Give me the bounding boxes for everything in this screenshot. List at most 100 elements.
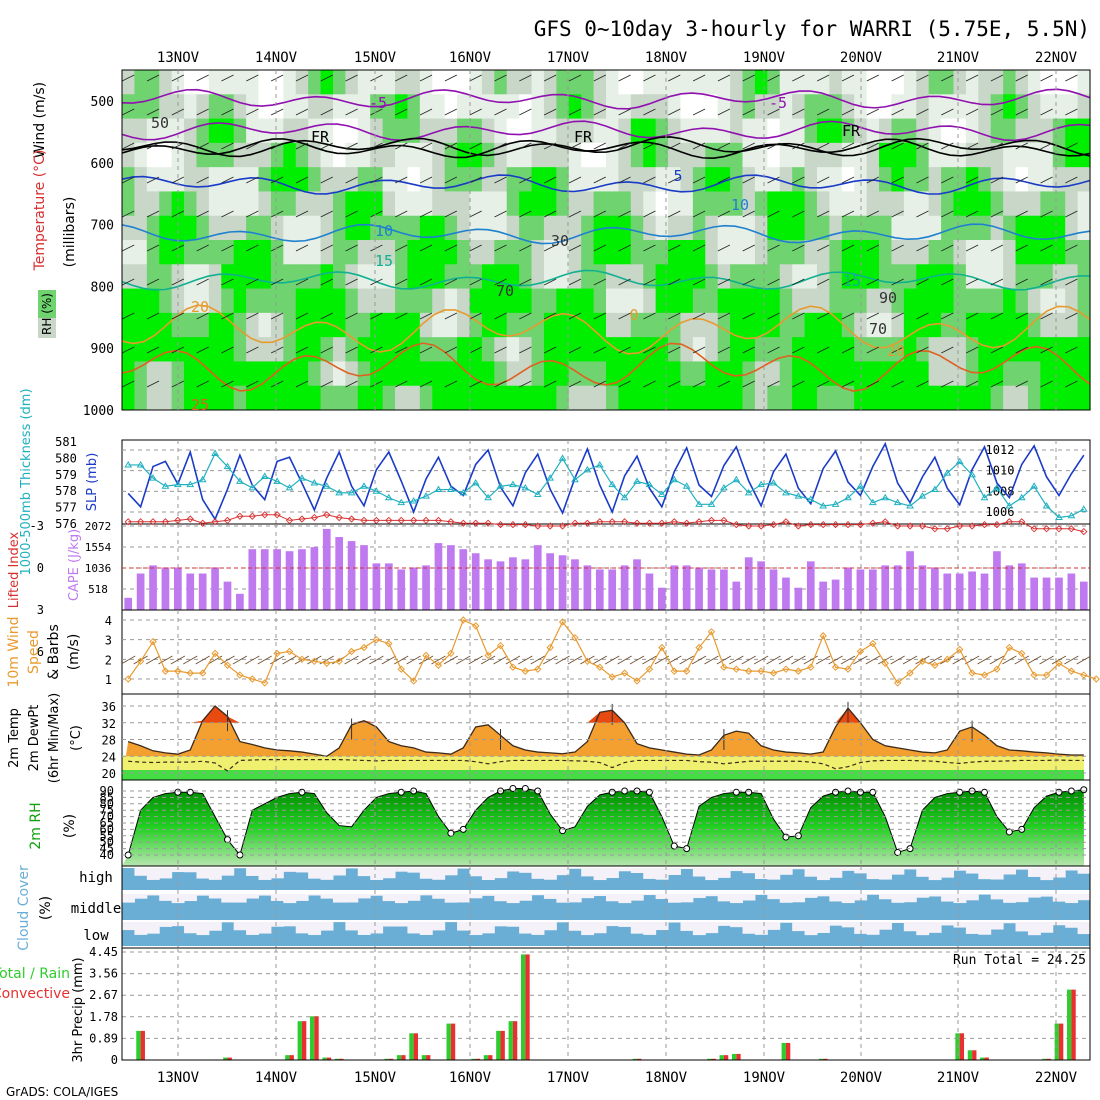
rh-cell — [246, 240, 260, 265]
rh-cell — [208, 118, 222, 144]
cloud-gap — [506, 894, 520, 904]
cloud-gap — [270, 868, 284, 879]
low-temp-band — [122, 770, 1084, 780]
rh-cell — [258, 142, 272, 168]
rh-cell — [407, 264, 421, 290]
rh-cell — [1052, 167, 1066, 193]
rh-cell — [928, 94, 942, 120]
rh-cell — [792, 240, 806, 265]
rh-cell — [258, 361, 272, 387]
cloud-gap — [618, 868, 632, 872]
precip-total-bar — [483, 1055, 489, 1060]
rh-cell — [928, 288, 942, 314]
rh-cell — [444, 191, 458, 217]
wind-barb — [568, 176, 582, 184]
precip-tick-label: 1.78 — [89, 1010, 118, 1024]
cloud-gap — [593, 868, 607, 881]
cloud-gap — [767, 922, 781, 930]
rh-cell — [779, 191, 793, 217]
rh-cell — [295, 70, 309, 95]
wind-barb — [643, 210, 656, 218]
wind-barb — [444, 210, 458, 218]
isotherm-label: FR — [842, 122, 861, 140]
wind-barb — [990, 244, 1004, 252]
wind-barb — [394, 655, 409, 665]
rh-cell — [680, 167, 694, 193]
wind-speed-point — [124, 675, 132, 683]
cloud-gap — [258, 922, 272, 934]
wind-barb — [419, 210, 433, 218]
wind-barb — [519, 176, 532, 184]
wind-speed-point — [372, 635, 381, 644]
rh-cell — [680, 361, 694, 387]
pressure-tick-label: 700 — [91, 219, 114, 234]
wind-barb — [866, 210, 879, 218]
precip-convective-bar — [525, 954, 530, 1060]
wind-barb — [742, 210, 755, 218]
rh-cell — [854, 191, 868, 217]
rh-cell — [593, 312, 607, 338]
rh-cell — [891, 118, 905, 144]
rh-cell — [655, 312, 669, 338]
lifted-index-point — [136, 518, 145, 526]
rh-cell — [382, 94, 396, 120]
rh-cell — [941, 385, 955, 411]
date-label: 18NOV — [645, 50, 688, 66]
rh-cell — [779, 312, 793, 338]
rh-cell — [345, 94, 359, 120]
rh-cell — [655, 240, 669, 265]
rh-cell — [965, 288, 979, 314]
rh-cell — [1052, 240, 1066, 265]
temperature-axis-label: 2m DewPt — [27, 705, 42, 772]
lifted-axis-label: Lifted Index — [7, 531, 22, 608]
rh-cell — [122, 361, 136, 387]
rh-cell — [146, 191, 160, 217]
wind-barb — [792, 346, 805, 354]
rh-cell — [159, 191, 173, 217]
rh-cell — [1052, 118, 1066, 144]
wind-barb — [295, 244, 309, 252]
rh-cell — [953, 312, 967, 338]
wind-barb — [618, 210, 631, 218]
cloud-gap — [742, 922, 756, 934]
rh-cell — [891, 142, 905, 168]
rh-cell — [606, 167, 620, 193]
wind-barb — [642, 655, 657, 665]
rh-cell — [357, 94, 371, 120]
rh-cell — [134, 70, 148, 95]
wind-speed-point — [918, 657, 927, 666]
rh-cell — [692, 94, 706, 120]
rh-cell — [965, 94, 979, 120]
wind-barb — [866, 74, 879, 82]
rh-cell — [407, 70, 421, 95]
wind-barb — [221, 380, 234, 388]
rh-tick-label: 50 — [100, 835, 114, 849]
rh-cell — [1065, 240, 1079, 265]
rh-cell — [208, 191, 222, 217]
wind-barb — [866, 380, 879, 388]
wind-barb — [444, 176, 458, 184]
wind-barb — [158, 655, 173, 665]
wind-speed-point — [298, 655, 306, 664]
lifted-index-point — [831, 520, 840, 529]
rh-cell — [519, 288, 533, 314]
cloud-gap — [457, 894, 470, 903]
rh-cell — [395, 385, 409, 411]
rh-cell — [258, 337, 272, 363]
wind-barb — [146, 176, 160, 184]
rh-cell — [531, 215, 545, 241]
precip-convective-bar — [475, 1058, 481, 1060]
thickness-point — [397, 498, 406, 506]
rh-cell — [953, 288, 967, 314]
rh-cell — [494, 118, 508, 144]
cloud-gap — [916, 868, 930, 877]
wind-barb — [170, 655, 186, 665]
wind-barb — [692, 142, 706, 150]
rh-cell — [866, 312, 880, 338]
date-label: 22NOV — [1035, 50, 1078, 66]
wind-speed-point — [447, 649, 455, 658]
rh-tick-label: 45 — [100, 842, 114, 856]
rh-cell — [419, 215, 433, 241]
rh-cell — [903, 312, 917, 338]
cape-bar — [782, 577, 790, 610]
